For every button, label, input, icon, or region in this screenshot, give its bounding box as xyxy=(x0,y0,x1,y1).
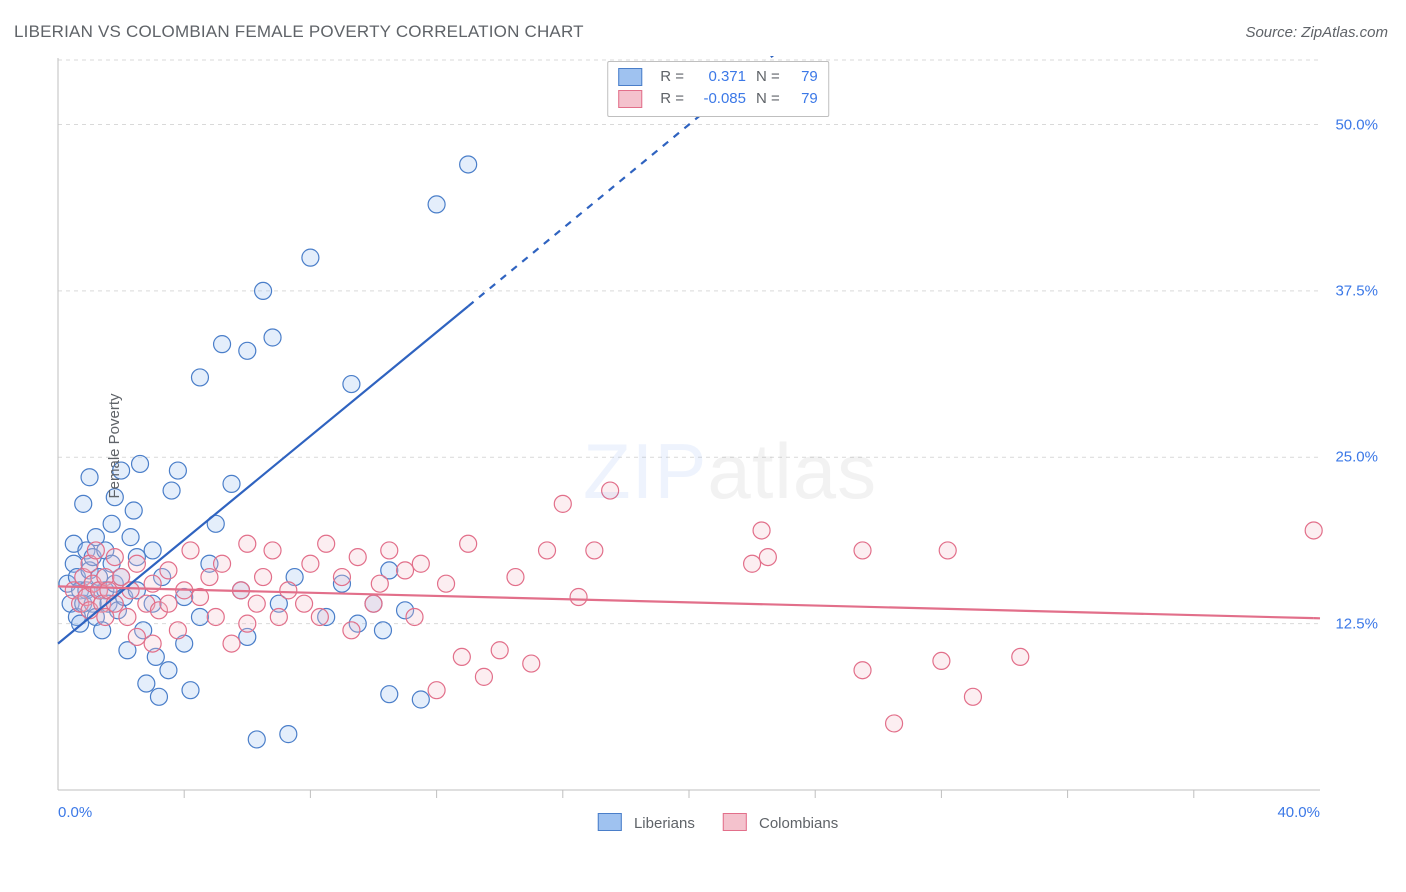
chart-title: LIBERIAN VS COLOMBIAN FEMALE POVERTY COR… xyxy=(14,22,584,42)
bottom-legend: Liberians Colombians xyxy=(598,813,838,832)
n-label: N = xyxy=(756,88,780,110)
r-value-liberians: 0.371 xyxy=(694,66,746,88)
stat-legend-row-colombians: R = -0.085 N = 79 xyxy=(618,88,818,110)
n-label: N = xyxy=(756,66,780,88)
y-tick-label: 37.5% xyxy=(1335,282,1378,299)
y-tick-label: 25.0% xyxy=(1335,449,1378,466)
r-label: R = xyxy=(660,66,684,88)
bottom-legend-item-colombians: Colombians xyxy=(723,813,838,832)
swatch-liberians-icon xyxy=(598,813,622,831)
n-value-liberians: 79 xyxy=(790,66,818,88)
bottom-legend-label: Colombians xyxy=(759,815,838,832)
r-label: R = xyxy=(660,88,684,110)
swatch-colombians-icon xyxy=(723,813,747,831)
bottom-legend-item-liberians: Liberians xyxy=(598,813,695,832)
swatch-liberians-icon xyxy=(618,68,642,86)
plot-svg xyxy=(48,56,1388,836)
source-label: Source: ZipAtlas.com xyxy=(1245,24,1388,41)
swatch-colombians-icon xyxy=(618,90,642,108)
n-value-colombians: 79 xyxy=(790,88,818,110)
stat-legend: R = 0.371 N = 79 R = -0.085 N = 79 xyxy=(607,61,829,117)
y-tick-label: 50.0% xyxy=(1335,116,1378,133)
plot-area: Female Poverty ZIPatlas 12.5%25.0%37.5%5… xyxy=(48,56,1388,836)
x-tick-label: 40.0% xyxy=(1277,804,1320,821)
y-axis-label: Female Poverty xyxy=(106,393,123,498)
x-tick-label: 0.0% xyxy=(58,804,92,821)
r-value-colombians: -0.085 xyxy=(694,88,746,110)
stat-legend-row-liberians: R = 0.371 N = 79 xyxy=(618,66,818,88)
bottom-legend-label: Liberians xyxy=(634,815,695,832)
y-tick-label: 12.5% xyxy=(1335,615,1378,632)
